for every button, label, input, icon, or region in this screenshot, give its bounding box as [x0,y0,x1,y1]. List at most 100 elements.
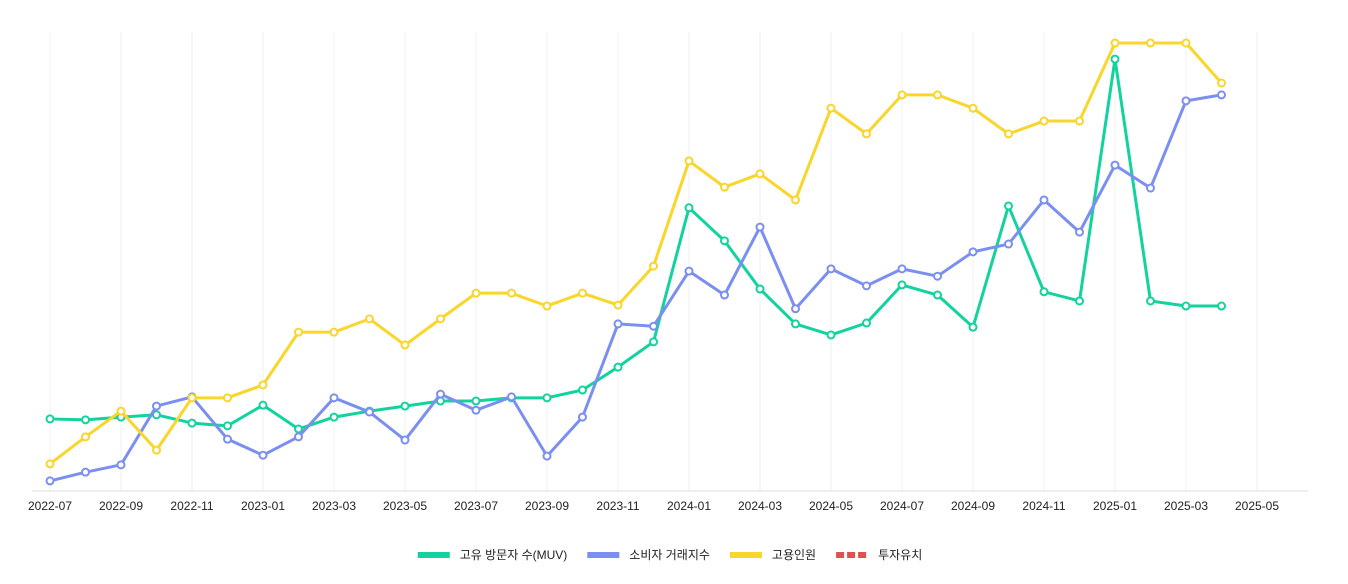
point [933,290,942,300]
point [116,406,126,416]
point [649,337,658,347]
point [1075,227,1084,237]
x-tick-label: 2025-05 [1235,499,1279,513]
point [152,445,161,455]
point [613,362,623,372]
point [1004,129,1013,139]
point [755,284,765,294]
x-tick-label: 2023-11 [596,499,639,513]
point [1075,296,1084,306]
point [187,393,197,403]
legend-label: 고유 방문자 수(MUV) [460,548,568,562]
point [826,330,836,340]
point [400,340,410,350]
point [471,405,481,415]
point [1004,239,1013,249]
point [578,385,587,395]
point [684,156,694,166]
point [933,90,942,100]
point [436,314,445,324]
point [1110,38,1120,48]
point [720,182,729,192]
point [649,321,658,331]
point [791,195,800,205]
legend-label: 소비자 거래지수 [629,548,710,562]
point [613,319,623,329]
point [613,300,623,310]
x-tick-label: 2024-09 [951,499,995,513]
x-tick-label: 2025-03 [1164,499,1208,513]
point [1146,183,1155,193]
point [755,169,765,179]
point [471,396,481,406]
point [1181,301,1191,311]
point [329,412,339,422]
point [542,451,552,461]
x-tick-label: 2023-07 [454,499,498,513]
point [1146,38,1155,48]
point [258,450,268,460]
point [826,103,836,113]
point [720,236,729,246]
x-tick-label: 2023-01 [241,499,285,513]
point [187,418,197,428]
point [862,318,871,328]
point [223,434,232,444]
point [81,415,90,425]
point [1217,301,1226,311]
point [862,129,871,139]
point [755,222,765,232]
point [684,266,694,276]
series-line [49,41,1223,466]
point [507,288,516,298]
x-tick-label: 2022-09 [99,499,143,513]
point [1181,96,1191,106]
point [968,322,978,332]
point [152,410,161,420]
point [862,281,871,291]
x-tick-label: 2025-01 [1093,499,1137,513]
point [1039,287,1049,297]
point [1039,195,1049,205]
point [791,319,800,329]
legend-label: 고용인원 [772,548,816,562]
point [223,393,232,403]
point [684,203,694,213]
x-tick-label: 2024-11 [1022,499,1065,513]
point [294,424,303,434]
point [1039,116,1049,126]
point [897,280,907,290]
point [791,304,800,314]
point [1146,296,1155,306]
point [507,392,516,402]
point [1075,116,1084,126]
x-tick-label: 2024-05 [809,499,853,513]
point [116,460,126,470]
x-tick-label: 2022-11 [170,499,213,513]
x-tick-label: 2024-07 [880,499,924,513]
point [826,264,836,274]
point [152,401,161,411]
point [223,421,232,431]
point [542,393,552,403]
point [649,261,658,271]
x-tick-label: 2024-03 [738,499,782,513]
point [1217,90,1226,100]
point [1181,38,1191,48]
point [400,401,410,411]
point [329,327,339,337]
point [45,476,55,486]
point [258,380,268,390]
point [1004,201,1013,211]
point [1110,160,1120,170]
point [365,314,374,324]
point [1217,78,1226,88]
point [365,407,374,417]
legend: 고유 방문자 수(MUV) 소비자 거래지수 고용인원 투자유치 [417,548,922,562]
point [81,467,90,477]
point [294,432,303,442]
point [258,400,268,410]
point [45,414,55,424]
point [897,264,907,274]
